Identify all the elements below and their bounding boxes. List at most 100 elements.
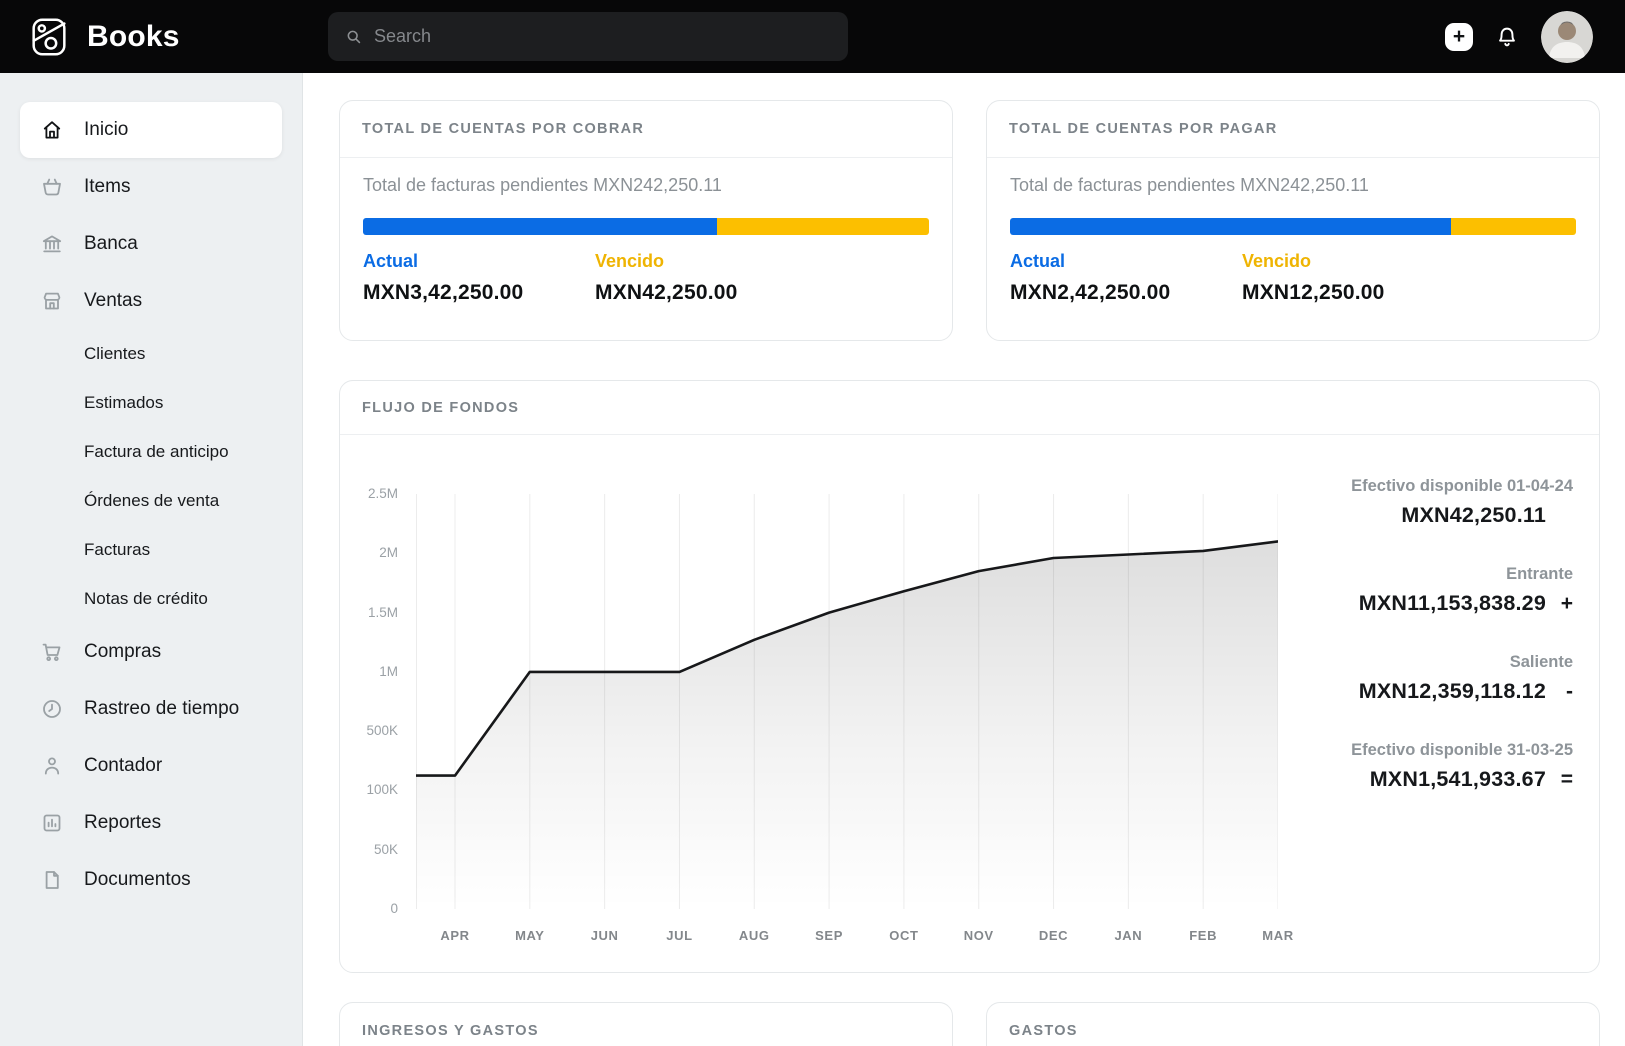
payable-progress-bar <box>1010 218 1576 235</box>
sidebar-item-label: Clientes <box>84 343 146 363</box>
income-expense-card-header: INGRESOS Y GASTOS <box>340 1003 952 1046</box>
topbar: Books + <box>0 0 1625 73</box>
y-tick-label: 2M <box>379 545 398 561</box>
report-icon <box>40 811 66 835</box>
avatar[interactable] <box>1541 10 1593 63</box>
brand: Books <box>0 14 180 60</box>
cashflow-line <box>414 540 1280 777</box>
x-tick-label: AUG <box>738 928 770 943</box>
expenses-card-header: GASTOS <box>987 1003 1599 1046</box>
cashflow-summary-value: MXN1,541,933.67 <box>1369 767 1546 791</box>
search-input[interactable] <box>374 26 832 47</box>
payable-overdue-label: Vencido <box>1242 251 1312 271</box>
sidebar-item-label: Banca <box>84 232 138 254</box>
sidebar-item-compras[interactable]: Compras <box>0 623 302 680</box>
sidebar-item-contador[interactable]: Contador <box>0 737 302 794</box>
sidebar-item-rastreo-de-tiempo[interactable]: Rastreo de tiempo <box>0 680 302 737</box>
search-icon <box>344 27 363 46</box>
sidebar-item-label: Factura de anticipo <box>84 441 229 461</box>
payable-card-title: TOTAL DE CUENTAS POR PAGAR <box>1009 121 1278 137</box>
sidebar-item-notas-de-credito[interactable]: Notas de crédito <box>0 574 302 623</box>
sidebar-item-documentos[interactable]: Documentos <box>0 851 302 908</box>
expenses-card-title: GASTOS <box>1009 1023 1078 1039</box>
x-tick-label: APR <box>440 928 470 943</box>
y-tick-label: 0 <box>390 901 398 916</box>
bank-icon <box>40 232 66 256</box>
sidebar-item-label: Notas de crédito <box>84 588 208 608</box>
sidebar-item-reportes[interactable]: Reportes <box>0 794 302 851</box>
payable-progress-overdue <box>1451 218 1576 235</box>
cashflow-summary-row-efectivo-disponible-31-03-25: Efectivo disponible 31-03-25 MXN1,541,933… <box>1243 741 1573 792</box>
sidebar-item-items[interactable]: Items <box>0 158 302 215</box>
y-tick-label: 100K <box>366 782 398 798</box>
cashflow-chart: 0 50K 100K 500K 1M 1.5M 2M 2.5M APR MAY JUN JUL AUG… <box>340 435 1599 972</box>
cashflow-summary-row-saliente: Saliente MXN12,359,118.12- <box>1243 653 1573 704</box>
cashflow-summary-value: MXN11,153,838.29 <box>1358 591 1546 615</box>
receivable-current-value: MXN3,42,250.00 <box>363 281 524 304</box>
y-tick-label: 1M <box>379 663 398 679</box>
sidebar-item-label: Órdenes de venta <box>84 490 220 510</box>
sidebar-item-label: Estimados <box>84 392 164 412</box>
main-content: TOTAL DE CUENTAS POR COBRAR Total de fac… <box>303 73 1625 1046</box>
sidebar-item-inicio[interactable]: Inicio <box>20 102 282 158</box>
search-box[interactable] <box>328 12 848 61</box>
sidebar-item-label: Facturas <box>84 539 151 559</box>
sidebar-item-label: Inicio <box>84 119 129 140</box>
y-tick-label: 1.5M <box>367 604 398 620</box>
cashflow-summary-label: Efectivo disponible 31-03-25 <box>1351 741 1573 759</box>
cashflow-summary-label: Entrante <box>1506 565 1573 583</box>
cashflow-card-title: FLUJO DE FONDOS <box>362 399 520 416</box>
cashflow-summary-row-entrante: Entrante MXN11,153,838.29 + <box>1243 565 1573 616</box>
receivable-pending-text: Total de facturas pendientes MXN242,250.… <box>363 175 722 195</box>
sidebar-item-ventas[interactable]: Ventas <box>0 272 302 329</box>
cashflow-card: FLUJO DE FONDOS 0 50K 100K 500K 1M 1.5M 2M 2.5M… <box>339 380 1600 973</box>
plus-icon: + <box>1452 25 1466 48</box>
document-icon <box>40 868 66 892</box>
receivable-progress-bar <box>363 218 929 235</box>
sidebar-item-label: Items <box>84 175 131 197</box>
cashflow-plot <box>414 494 1280 909</box>
cashflow-card-header: FLUJO DE FONDOS <box>340 381 1599 435</box>
payable-card-header: TOTAL DE CUENTAS POR PAGAR <box>987 101 1599 158</box>
bell-icon[interactable] <box>1494 24 1520 50</box>
sidebar-item-facturas[interactable]: Facturas <box>0 525 302 574</box>
cashflow-summary-row-efectivo-disponible-01-04-24: Efectivo disponible 01-04-24 MXN42,250.11 <box>1243 477 1573 528</box>
x-tick-label: OCT <box>889 928 919 943</box>
sidebar-item-ordenes-de-venta[interactable]: Órdenes de venta <box>0 476 302 525</box>
cashflow-summary-value: MXN12,359,118.12 <box>1358 679 1546 703</box>
cashflow-summary-value: MXN42,250.11 <box>1401 503 1546 527</box>
sidebar-item-clientes[interactable]: Clientes <box>0 329 302 378</box>
x-tick-label: MAY <box>515 928 545 943</box>
cashflow-summary-sign: - <box>1566 680 1573 703</box>
person-icon <box>40 754 66 778</box>
receivable-card: TOTAL DE CUENTAS POR COBRAR Total de fac… <box>339 100 953 341</box>
sidebar-item-factura-de-anticipo[interactable]: Factura de anticipo <box>0 427 302 476</box>
sidebar-item-estimados[interactable]: Estimados <box>0 378 302 427</box>
x-tick-label: SEP <box>815 928 843 943</box>
x-tick-label: FEB <box>1189 928 1218 943</box>
payable-pending-text: Total de facturas pendientes MXN242,250.… <box>1010 175 1369 195</box>
sidebar-item-banca[interactable]: Banca <box>0 215 302 272</box>
sidebar-item-label: Documentos <box>84 868 191 890</box>
brand-name: Books <box>87 19 180 53</box>
x-tick-label: MAR <box>1262 928 1294 943</box>
y-tick-label: 50K <box>373 841 398 857</box>
payable-current-value: MXN2,42,250.00 <box>1010 281 1171 304</box>
payable-progress-current <box>1010 218 1452 235</box>
books-logo-icon <box>26 14 72 60</box>
income-expense-card-title: INGRESOS Y GASTOS <box>362 1023 539 1039</box>
basket-icon <box>40 175 66 199</box>
quick-create-button[interactable]: + <box>1445 22 1473 51</box>
cashflow-summary-label: Saliente <box>1509 653 1573 671</box>
x-tick-label: JAN <box>1114 928 1143 943</box>
cashflow-summary: Efectivo disponible 01-04-24 MXN42,250.11… <box>1243 477 1573 829</box>
sidebar-item-label: Reportes <box>84 811 162 833</box>
sidebar-item-label: Compras <box>84 640 162 662</box>
receivable-progress-overdue <box>716 218 929 235</box>
y-tick-label: 500K <box>366 723 398 739</box>
cashflow-summary-sign: + <box>1560 592 1573 615</box>
x-tick-label: NOV <box>963 928 994 943</box>
x-tick-label: DEC <box>1038 928 1069 943</box>
x-tick-label: JUN <box>590 928 619 943</box>
